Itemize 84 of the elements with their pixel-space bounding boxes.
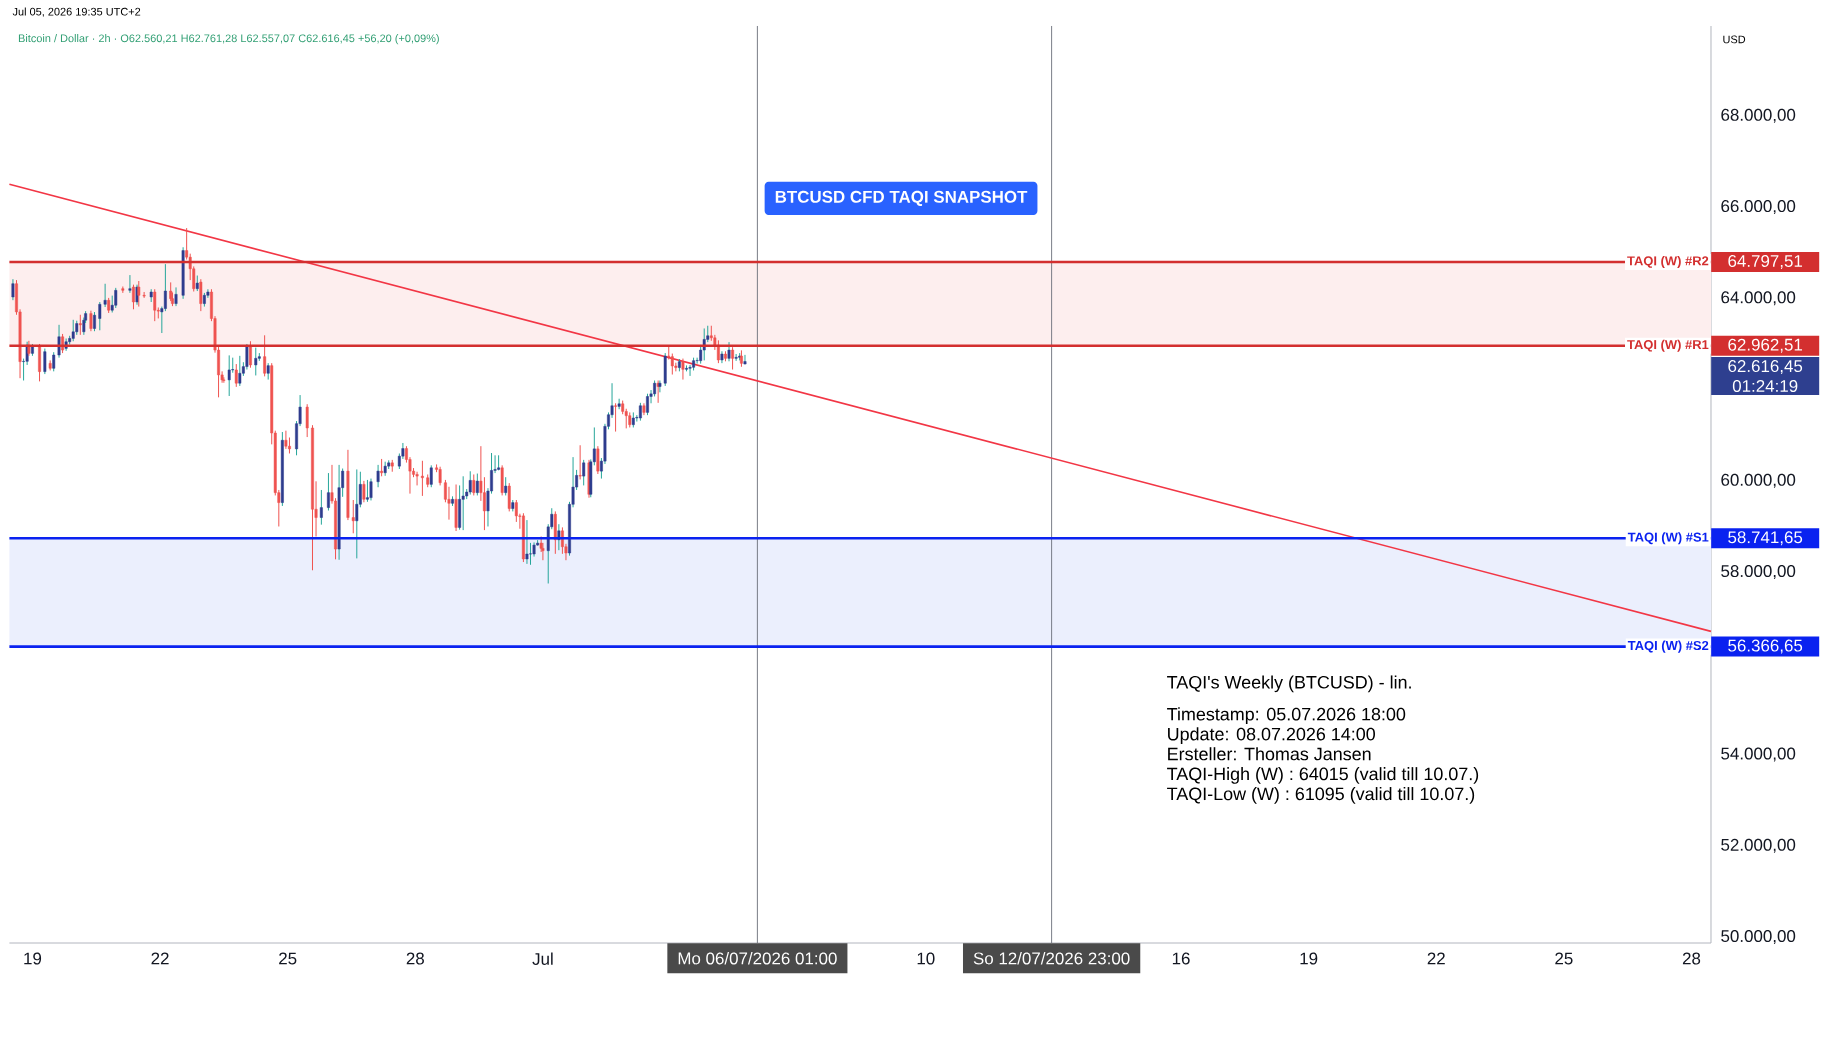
candlestick bbox=[11, 278, 15, 301]
y-axis-title: USD bbox=[1723, 35, 1746, 44]
ref-line-label: TAQI (W) #R1 bbox=[1627, 339, 1709, 352]
candlestick bbox=[43, 348, 47, 375]
candlestick bbox=[227, 354, 231, 397]
x-tick-label: 16 bbox=[1172, 952, 1190, 965]
candlestick bbox=[366, 479, 369, 503]
y-tick-label: 54.000,00 bbox=[1721, 747, 1796, 762]
candlestick bbox=[420, 460, 424, 497]
text: 58.741,65 bbox=[1728, 531, 1803, 546]
candlestick bbox=[249, 340, 252, 369]
candlestick bbox=[71, 319, 75, 342]
candlestick bbox=[504, 476, 508, 496]
y-tick-label: 68.000,00 bbox=[1721, 108, 1796, 123]
candlestick bbox=[734, 353, 738, 362]
candlestick bbox=[614, 402, 618, 433]
annotation: Ersteller: Thomas Jansen bbox=[1168, 747, 1371, 761]
candlestick bbox=[743, 354, 747, 365]
y-tick-label: 58.000,00 bbox=[1721, 565, 1796, 580]
candlestick bbox=[305, 403, 309, 438]
candlestick bbox=[114, 287, 118, 309]
candlestick bbox=[582, 459, 586, 486]
candlestick bbox=[468, 470, 472, 496]
annotation: BTCUSD CFD TAQI SNAPSHOT bbox=[775, 190, 1028, 206]
annotation: TAQI-High (W) : 64015 (valid till 10.07.) bbox=[1167, 767, 1479, 784]
candlestick bbox=[355, 468, 359, 559]
annotation: Timestamp: 05.07.2026 18:00 bbox=[1167, 707, 1406, 725]
candlestick bbox=[362, 480, 366, 503]
candlestick bbox=[174, 286, 178, 307]
annotation: TAQI's Weekly (BTCUSD) - lin. bbox=[1167, 675, 1411, 693]
candlestick bbox=[376, 464, 380, 488]
candlestick bbox=[525, 519, 529, 565]
y-tick-label: 52.000,00 bbox=[1721, 838, 1796, 853]
x-tick-label: Jul bbox=[532, 952, 553, 965]
candlestick bbox=[617, 398, 621, 410]
candlestick bbox=[578, 444, 582, 480]
candlestick bbox=[263, 334, 267, 377]
candlestick bbox=[284, 430, 288, 450]
x-tick-label: 22 bbox=[1427, 952, 1445, 965]
candlestick bbox=[128, 274, 132, 294]
candlestick bbox=[646, 393, 649, 416]
x-tick-label: 25 bbox=[279, 952, 297, 965]
chart-title: Jul 05, 2026 19:35 UTC+2 bbox=[12, 7, 141, 17]
y-tick-label: 66.000,00 bbox=[1721, 200, 1796, 215]
text: 01:24:19 bbox=[1732, 380, 1798, 393]
candlestick bbox=[472, 473, 476, 496]
y-tick-label: 64.000,00 bbox=[1721, 291, 1796, 306]
x-tick-label: 22 bbox=[151, 952, 169, 965]
candlestick bbox=[135, 284, 139, 306]
annotation: Update: 08.07.2026 14:00 bbox=[1168, 727, 1375, 744]
candlestick bbox=[475, 473, 479, 496]
ref-line-label: Mo 06/07/2026 01:00 bbox=[678, 951, 837, 965]
ref-line-label: TAQI (W) #S2 bbox=[1627, 640, 1709, 653]
text: 64.797,51 bbox=[1728, 254, 1803, 269]
candlestick bbox=[415, 471, 419, 486]
candlestick bbox=[438, 466, 442, 486]
x-tick-label: 10 bbox=[917, 952, 935, 965]
candlestick bbox=[731, 346, 735, 371]
text: 62.962,51 bbox=[1728, 338, 1803, 353]
candlestick bbox=[319, 489, 323, 526]
ref-line-label: So 12/07/2026 23:00 bbox=[973, 951, 1130, 965]
ref-line-label: TAQI (W) #R2 bbox=[1627, 255, 1709, 269]
candlestick bbox=[132, 284, 135, 310]
candlestick bbox=[529, 542, 532, 566]
x-tick-label: 28 bbox=[1682, 952, 1701, 965]
candlestick bbox=[234, 363, 238, 388]
x-tick-label: 25 bbox=[1555, 952, 1573, 965]
y-tick-label: 60.000,00 bbox=[1721, 473, 1796, 488]
y-tick-label: 50.000,00 bbox=[1721, 930, 1796, 945]
text: Bitcoin / Dollar · 2h · O62.560,21 H62.761,28 L62.557,07 C62.616,45 +56,20 (+0,09%) bbox=[18, 34, 439, 45]
text: 62.616,45 bbox=[1728, 360, 1803, 375]
candlestick bbox=[93, 311, 96, 332]
candlestick bbox=[327, 472, 330, 511]
candlestick bbox=[507, 482, 511, 512]
ref-line-label: TAQI (W) #S1 bbox=[1627, 532, 1709, 545]
x-tick-label: 28 bbox=[406, 952, 424, 965]
candlestick bbox=[369, 478, 373, 501]
text: 56.366,65 bbox=[1728, 639, 1803, 654]
candlestick bbox=[163, 263, 167, 312]
annotation: TAQI-Low (W) : 61095 (valid till 10.07.) bbox=[1167, 787, 1475, 804]
x-tick-label: 19 bbox=[24, 952, 42, 965]
x-tick-label: 19 bbox=[1300, 952, 1318, 965]
candlestick bbox=[89, 310, 93, 332]
candlestick bbox=[596, 445, 600, 475]
